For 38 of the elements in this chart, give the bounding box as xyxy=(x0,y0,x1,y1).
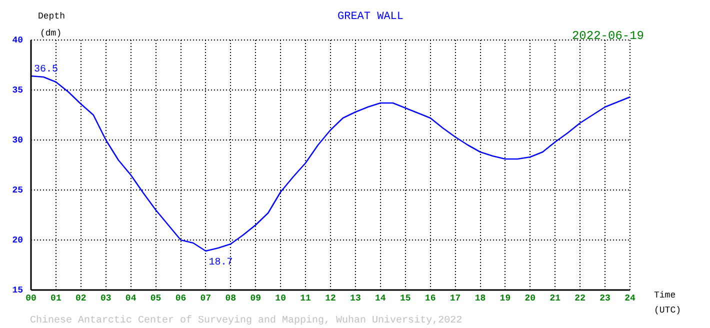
x-tick-label: 04 xyxy=(125,294,137,304)
x-axis-title: Time (UTC) xyxy=(654,290,682,316)
y-tick-label: 25 xyxy=(12,185,23,196)
x-tick-label: 14 xyxy=(375,294,386,304)
y-tick-label: 20 xyxy=(12,235,23,246)
x-tick-label: 10 xyxy=(275,294,286,304)
x-tick-label: 11 xyxy=(300,294,312,304)
annotation: 18.7 xyxy=(208,258,233,269)
x-tick-label: 12 xyxy=(325,294,336,304)
y-tick-label: 40 xyxy=(12,35,23,46)
text: Chinese Antarctic Center of Surveying and Mapping, Wuhan University,2022 xyxy=(30,314,462,327)
x-tick-label: 13 xyxy=(350,294,361,304)
x-tick-label: 02 xyxy=(76,294,86,304)
x-tick-label: 16 xyxy=(424,294,436,304)
x-tick-label: 17 xyxy=(450,294,461,304)
x-tick-label: 23 xyxy=(600,294,610,304)
x-tick-label: 06 xyxy=(175,294,186,304)
x-tick-label: 01 xyxy=(50,294,62,304)
y-axis-title: Depth (dm) xyxy=(38,11,66,38)
x-tick-label: 05 xyxy=(150,294,162,304)
x-tick-label: 09 xyxy=(250,294,262,304)
x-tick-label: 15 xyxy=(400,294,411,304)
x-tick-label: 07 xyxy=(200,294,212,304)
x-tick-label: 03 xyxy=(100,294,112,304)
x-tick-label: 24 xyxy=(624,294,636,304)
x-tick-label: 21 xyxy=(550,294,562,304)
annotation: 2022-06-19 xyxy=(572,29,644,44)
x-tick-label: 20 xyxy=(524,294,536,304)
y-tick-label: 35 xyxy=(12,85,23,96)
x-tick-label: 18 xyxy=(474,294,486,304)
y-tick-label: 15 xyxy=(12,285,23,296)
x-tick-label: 00 xyxy=(26,294,36,304)
x-tick-label: 08 xyxy=(225,294,236,304)
x-tick-label: 19 xyxy=(500,294,511,304)
x-tick-label: 22 xyxy=(574,294,586,304)
annotation: 36.5 xyxy=(34,64,58,76)
chart-title: GREAT WALL xyxy=(337,10,404,23)
y-tick-label: 30 xyxy=(12,135,23,146)
